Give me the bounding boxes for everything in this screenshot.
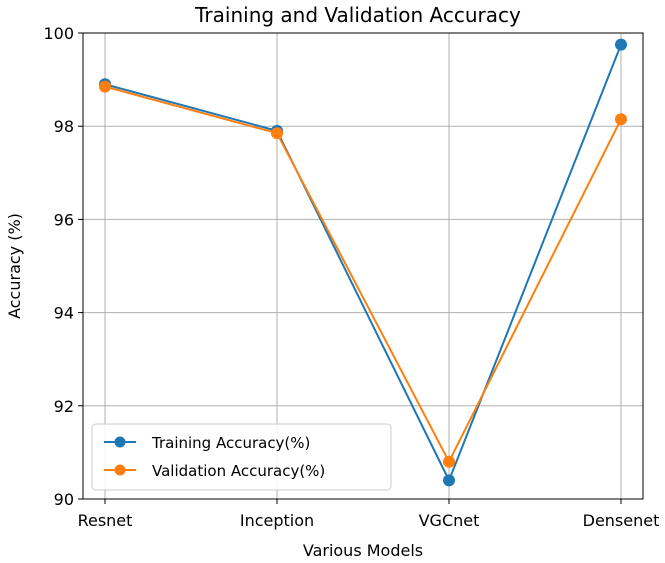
x-tick-label: VGCnet (419, 511, 480, 530)
y-tick-label: 90 (54, 490, 74, 509)
x-axis-ticks: Resnet Inception VGCnet Densenet (78, 499, 660, 530)
data-point (443, 474, 455, 487)
y-axis-ticks: 90 92 94 96 98 100 (43, 24, 83, 509)
y-tick-label: 92 (54, 397, 74, 416)
series-line (104, 85, 622, 464)
series-0 (99, 38, 627, 487)
legend-label-validation: Validation Accuracy(%) (152, 462, 325, 480)
data-point (443, 455, 455, 468)
data-point (271, 127, 283, 140)
x-tick-label: Inception (240, 511, 314, 530)
legend-marker-validation (114, 464, 126, 476)
chart-title: Training and Validation Accuracy (194, 3, 521, 27)
series-1 (99, 80, 627, 468)
y-tick-label: 96 (54, 210, 74, 229)
series-line (104, 44, 622, 483)
legend-label-training: Training Accuracy(%) (151, 434, 310, 452)
data-point (99, 80, 111, 93)
legend-box (91, 423, 392, 491)
data-point (615, 38, 627, 51)
plot-area (83, 33, 643, 499)
legend: Training Accuracy(%) Validation Accuracy… (91, 423, 392, 491)
legend-entry-training: Training Accuracy(%) (104, 434, 310, 452)
plot-frame (82, 32, 644, 500)
x-tick-label: Resnet (78, 511, 133, 530)
y-tick-label: 98 (54, 117, 74, 136)
legend-entry-validation: Validation Accuracy(%) (104, 462, 325, 480)
x-tick-label: Densenet (583, 511, 660, 530)
y-axis-label: Accuracy (%) (5, 213, 24, 319)
data-point (615, 113, 627, 126)
series-layer (99, 38, 627, 487)
x-axis-label: Various Models (303, 541, 423, 560)
y-tick-label: 100 (43, 24, 74, 43)
y-tick-label: 94 (54, 304, 74, 323)
legend-marker-training (114, 436, 126, 448)
